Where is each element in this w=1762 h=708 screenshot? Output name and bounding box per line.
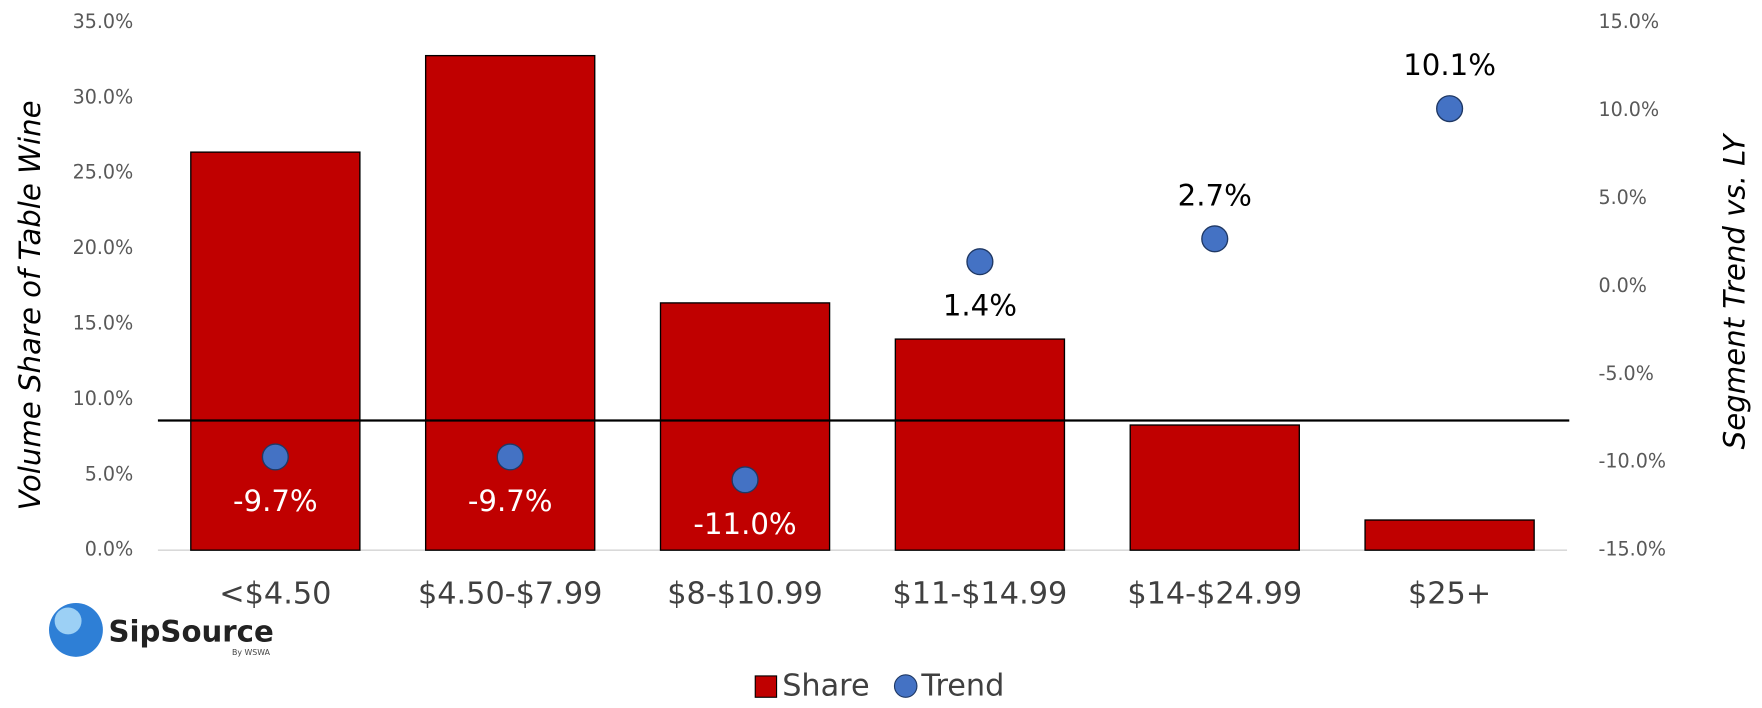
legend-swatch	[754, 675, 778, 698]
y2-tick-label: -10.0%	[1598, 451, 1666, 473]
y-tick-label: 0.0%	[85, 539, 133, 561]
y2-tick-label: 5.0%	[1598, 187, 1646, 209]
y2-tick-label: 10.0%	[1598, 99, 1659, 121]
y2-tick-label: -15.0%	[1598, 539, 1666, 561]
point	[1201, 225, 1229, 253]
data-label: -11.0%	[693, 507, 796, 541]
bar	[190, 151, 361, 551]
data-label: 10.1%	[1403, 48, 1496, 82]
y-tick-label: 25.0%	[73, 162, 134, 184]
y-tick-label: 10.0%	[73, 388, 134, 410]
bar	[424, 54, 596, 551]
x-tick-label: <$4.50	[219, 577, 331, 612]
point	[731, 466, 759, 494]
x-tick-label: $8-$10.99	[667, 577, 823, 612]
y-tick-label: 5.0%	[85, 463, 133, 485]
point	[261, 443, 289, 471]
data-label: -9.7%	[233, 484, 318, 518]
point	[496, 443, 524, 471]
legend-swatch	[893, 674, 918, 698]
data-label: 1.4%	[943, 289, 1017, 323]
bar	[1129, 424, 1300, 551]
point	[1436, 95, 1464, 123]
logo: SipSource By WSWA	[49, 602, 274, 657]
y2-tick-label: -5.0%	[1598, 363, 1653, 385]
y-tick-label: 20.0%	[73, 237, 134, 259]
x-tick-label: $11-$14.99	[893, 577, 1068, 612]
point	[966, 248, 994, 276]
legend-label: Trend	[920, 669, 1004, 704]
y-tick-label: 30.0%	[73, 86, 134, 108]
x-tick-label: $14-$24.99	[1127, 577, 1302, 612]
data-label: 2.7%	[1178, 178, 1252, 212]
bar	[659, 302, 831, 551]
x-tick-label: $25+	[1408, 577, 1491, 612]
logo-tagline: By WSWA	[232, 648, 271, 657]
legend-label: Share	[782, 669, 869, 704]
y-tick-label: 15.0%	[73, 313, 134, 335]
y2-tick-label: 15.0%	[1598, 11, 1659, 33]
y-tick-label: 35.0%	[73, 11, 134, 33]
bar	[1364, 519, 1535, 551]
bar	[894, 338, 1066, 551]
data-label: -9.7%	[468, 484, 553, 518]
x-tick-label: $4.50-$7.99	[418, 577, 602, 612]
logo-icon	[54, 607, 82, 635]
y2-tick-label: 0.0%	[1598, 275, 1646, 297]
y-axis-label: Volume Share of Table Wine	[13, 100, 47, 510]
y2-axis-label: Segment Trend vs. LY	[1718, 132, 1752, 449]
logo-name: SipSource	[109, 614, 274, 648]
